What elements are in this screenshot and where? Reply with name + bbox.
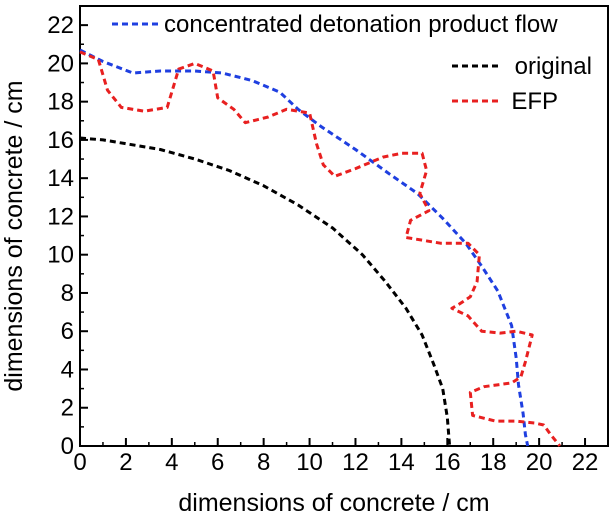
legend-label-efp: EFP [511,88,558,115]
y-tick-label: 16 [47,127,74,154]
legend-label-concentrated-detonation-product-flow: concentrated detonation product flow [164,11,558,38]
x-tick-label: 6 [211,449,224,476]
x-axis-label: dimensions of concrete / cm [178,489,489,517]
y-tick-label: 8 [61,280,74,307]
y-axis-label: dimensions of concrete / cm [0,80,28,391]
y-tick-label: 10 [47,242,74,269]
x-tick-label: 14 [388,449,415,476]
series-line-efp [79,50,561,447]
plot-border [79,5,609,447]
y-tick-label: 14 [47,165,74,192]
x-tick-label: 8 [257,449,270,476]
x-tick-label: 2 [119,449,132,476]
y-tick-label: 18 [47,89,74,116]
y-axis-ticks: 0 2 4 6 8 10 12 14 16 18 20 22 [47,12,88,460]
x-tick-label: 20 [526,449,553,476]
x-tick-label: 0 [73,449,86,476]
y-tick-label: 0 [61,433,74,460]
legend: concentrated detonation product flow orig… [112,11,592,115]
x-axis-ticks: 0 2 4 6 8 10 12 14 16 18 20 22 [73,438,598,476]
y-tick-label: 22 [47,12,74,39]
x-tick-label: 10 [296,449,323,476]
x-tick-label: 16 [434,449,461,476]
y-tick-label: 6 [61,318,74,345]
plot-frame [79,5,609,447]
series-line-concentrated-detonation-product-flow [79,48,530,447]
y-tick-label: 2 [61,395,74,422]
x-tick-label: 18 [480,449,507,476]
legend-label-original: original [515,53,592,80]
x-tick-label: 4 [165,449,178,476]
x-tick-label: 12 [342,449,369,476]
y-tick-label: 12 [47,203,74,230]
series-layer [79,48,561,447]
y-tick-label: 4 [61,356,74,383]
series-line-original [79,136,452,447]
y-tick-label: 20 [47,50,74,77]
x-tick-label: 22 [572,449,599,476]
